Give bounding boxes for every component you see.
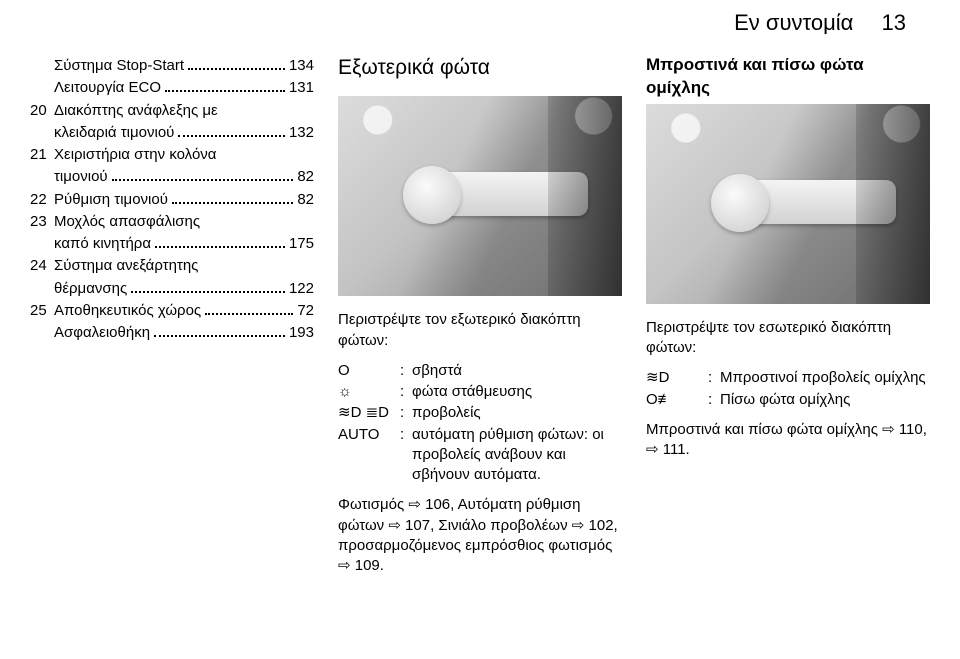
toc-page: 82	[297, 167, 314, 187]
toc-line: Ασφαλειοθήκη 193	[30, 323, 314, 343]
toc-text: θέρμανσης	[54, 279, 127, 299]
toc-line: Σύστημα Stop-Start 134	[30, 56, 314, 76]
toc-leader	[178, 135, 285, 137]
definition-row: AUTO:αυτόματη ρύθμιση φώτων: οι προβολεί…	[338, 425, 622, 486]
definition-colon: :	[400, 403, 412, 423]
col3-intro: Περιστρέψτε τον εσωτερικό διακόπτη φώτων…	[646, 318, 930, 359]
toc-line: θέρμανσης 122	[30, 279, 314, 299]
toc-text: Διακόπτης ανάφλεξης με	[54, 101, 218, 121]
toc-leader	[154, 335, 285, 337]
col2-definitions: O:σβηστά☼:φώτα στάθμευσης≋D ≣D:προβολείς…	[338, 361, 622, 486]
toc-number: 25	[30, 301, 54, 321]
toc-text: Μοχλός απασφάλισης	[54, 212, 200, 232]
definition-row: ≋D ≣D:προβολείς	[338, 403, 622, 423]
toc-number: 24	[30, 256, 54, 276]
definition-row: ≋D:Μπροστινοί προβολείς ομίχλης	[646, 368, 930, 388]
fog-stalk-illustration	[646, 104, 930, 304]
columns: Σύστημα Stop-Start 134 Λειτουργία ECO 131 20…	[30, 54, 930, 586]
definition-symbol: O	[338, 361, 400, 381]
page-number: 13	[882, 10, 906, 35]
definition-row: ☼:φώτα στάθμευσης	[338, 382, 622, 402]
toc-line: 24Σύστημα ανεξάρτητης	[30, 256, 314, 276]
toc-line: τιμονιού 82	[30, 167, 314, 187]
toc-page: 132	[289, 123, 314, 143]
definition-colon: :	[708, 390, 720, 410]
toc-text: τιμονιού	[54, 167, 108, 187]
toc-leader	[205, 313, 293, 315]
toc-line: κλειδαριά τιμονιού 132	[30, 123, 314, 143]
toc-line: 25Αποθηκευτικός χώρος 72	[30, 301, 314, 321]
definition-colon: :	[708, 368, 720, 388]
toc-number: 21	[30, 145, 54, 165]
toc-text: Λειτουργία ECO	[54, 78, 161, 98]
toc-text: Σύστημα ανεξάρτητης	[54, 256, 198, 276]
definition-value: Πίσω φώτα ομίχλης	[720, 390, 930, 410]
definition-symbol: ☼	[338, 382, 400, 402]
exterior-stalk-illustration	[338, 96, 622, 296]
toc-number: 23	[30, 212, 54, 232]
definition-row: O≢:Πίσω φώτα ομίχλης	[646, 390, 930, 410]
toc-line: 22Ρύθμιση τιμονιού 82	[30, 190, 314, 210]
toc-leader	[112, 179, 294, 181]
toc-text: Αποθηκευτικός χώρος	[54, 301, 201, 321]
toc-line: καπό κινητήρα 175	[30, 234, 314, 254]
definition-value: φώτα στάθμευσης	[412, 382, 622, 402]
toc-line: 21Χειριστήρια στην κολόνα	[30, 145, 314, 165]
fog-lights-column: Μπροστινά και πίσω φώτα ομίχλης Περιστρέ…	[646, 54, 930, 586]
toc-text: Ασφαλειοθήκη	[54, 323, 150, 343]
toc-page: 134	[289, 56, 314, 76]
definition-row: O:σβηστά	[338, 361, 622, 381]
toc-text: Σύστημα Stop-Start	[54, 56, 184, 76]
toc-page: 131	[289, 78, 314, 98]
toc-text: καπό κινητήρα	[54, 234, 151, 254]
definition-symbol: ≋D	[646, 368, 708, 388]
col3-footer: Μπροστινά και πίσω φώτα ομίχλης ⇨ 110, ⇨…	[646, 420, 930, 461]
page-header: Εν συντομία 13	[734, 10, 906, 36]
toc-line: Λειτουργία ECO 131	[30, 78, 314, 98]
col2-intro: Περιστρέψτε τον εξωτερικό διακόπτη φώτων…	[338, 310, 622, 351]
toc-page: 122	[289, 279, 314, 299]
definition-value: προβολείς	[412, 403, 622, 423]
toc-text: Ρύθμιση τιμονιού	[54, 190, 168, 210]
col2-heading: Εξωτερικά φώτα	[338, 54, 622, 82]
toc-page: 82	[297, 190, 314, 210]
toc-column: Σύστημα Stop-Start 134 Λειτουργία ECO 131 20…	[30, 54, 314, 586]
toc-leader	[188, 68, 285, 70]
toc-leader	[131, 291, 285, 293]
toc-text: Χειριστήρια στην κολόνα	[54, 145, 216, 165]
col3-heading: Μπροστινά και πίσω φώτα ομίχλης	[646, 54, 930, 100]
toc-number: 20	[30, 101, 54, 121]
definition-symbol: AUTO	[338, 425, 400, 486]
col2-footer: Φωτισμός ⇨ 106, Αυτόματη ρύθμιση φώτων ⇨…	[338, 495, 622, 576]
toc-page: 175	[289, 234, 314, 254]
definition-symbol: O≢	[646, 390, 708, 410]
toc-line: 23Μοχλός απασφάλισης	[30, 212, 314, 232]
definition-value: Μπροστινοί προβολείς ομίχλης	[720, 368, 930, 388]
definition-colon: :	[400, 361, 412, 381]
toc-line: 20Διακόπτης ανάφλεξης με	[30, 101, 314, 121]
toc-text: κλειδαριά τιμονιού	[54, 123, 174, 143]
section-name: Εν συντομία	[734, 10, 853, 35]
toc-leader	[155, 246, 285, 248]
toc-page: 193	[289, 323, 314, 343]
definition-colon: :	[400, 382, 412, 402]
toc-page: 72	[297, 301, 314, 321]
toc-leader	[172, 202, 293, 204]
toc-leader	[165, 90, 285, 92]
definition-value: αυτόματη ρύθμιση φώτων: οι προβολείς ανά…	[412, 425, 622, 486]
col3-definitions: ≋D:Μπροστινοί προβολείς ομίχληςO≢:Πίσω φ…	[646, 368, 930, 410]
exterior-lights-column: Εξωτερικά φώτα Περιστρέψτε τον εξωτερικό…	[338, 54, 622, 586]
toc-number: 22	[30, 190, 54, 210]
definition-symbol: ≋D ≣D	[338, 403, 400, 423]
definition-colon: :	[400, 425, 412, 486]
definition-value: σβηστά	[412, 361, 622, 381]
